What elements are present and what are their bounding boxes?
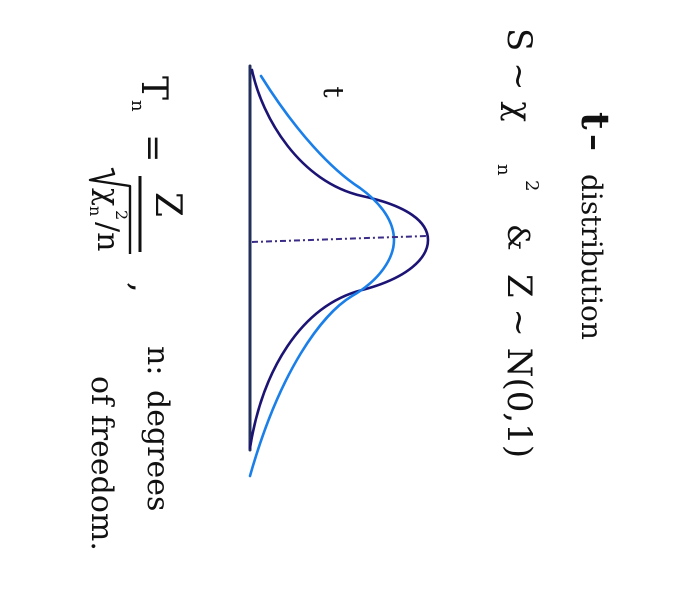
- formula-comma: ,: [123, 282, 163, 293]
- formula-lhs-sub: n: [127, 100, 148, 112]
- note-of-freedom: of freedom.: [84, 376, 119, 551]
- definition-s-sup: 2: [521, 180, 542, 191]
- definition-s-sub: n: [493, 164, 514, 176]
- formula-numerator: Z: [147, 192, 188, 217]
- sqrt-sign: [88, 167, 132, 254]
- formula: T n = Z χ n 2 /n ,: [86, 76, 188, 293]
- title-dash: –: [575, 134, 615, 151]
- formula-equals: =: [133, 134, 173, 163]
- note-degrees: degrees: [140, 390, 175, 511]
- definition-z: Z ~ N(0,1): [499, 274, 539, 458]
- definition-and: &: [500, 224, 535, 251]
- definition-line: S ~ χ n 2 & Z ~ N(0,1): [493, 28, 542, 458]
- title-symbol: t: [573, 112, 618, 130]
- formula-den-chi: χ: [90, 188, 125, 206]
- curve-label-t: t: [317, 86, 350, 98]
- note: n: degrees of freedom.: [84, 346, 175, 551]
- normal-curve: [248, 68, 430, 450]
- formula-den-sub: n: [86, 206, 105, 216]
- formula-den-sup: 2: [112, 210, 131, 220]
- title: t – distribution: [573, 112, 618, 340]
- t-curve: [248, 74, 396, 478]
- mean-line: [251, 235, 427, 243]
- title-text: distribution: [575, 174, 608, 340]
- distribution-plot: t: [248, 64, 430, 478]
- formula-den-rest: /n: [90, 222, 125, 251]
- formula-lhs: T: [133, 76, 174, 100]
- note-n-label: n:: [140, 346, 175, 375]
- definition-s: S ~ χ: [499, 28, 539, 122]
